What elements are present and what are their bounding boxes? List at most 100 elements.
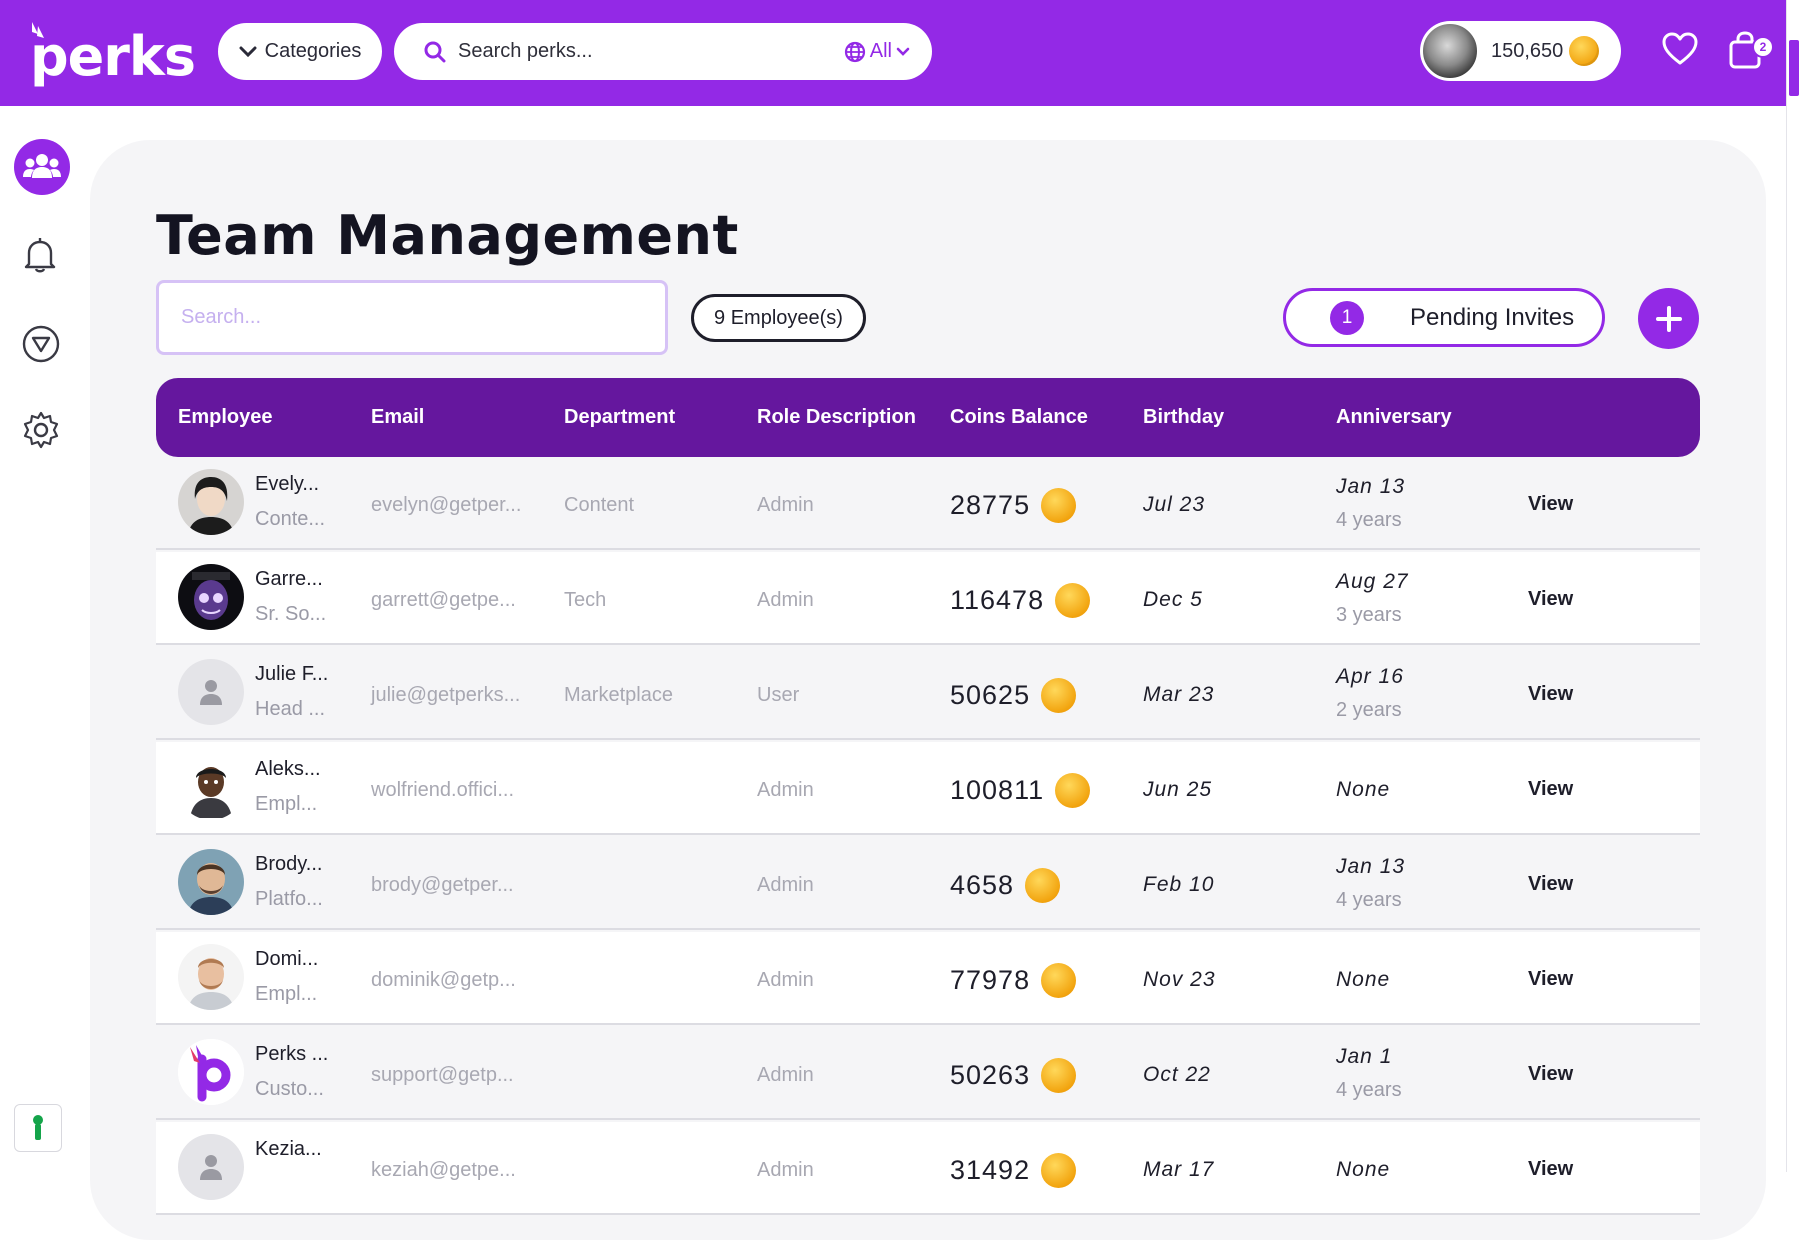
employee-name: Domi... <box>255 948 319 970</box>
help-widget-button[interactable] <box>14 1104 62 1152</box>
table-row[interactable]: Aleks... Empl... wolfriend.offici... Adm… <box>156 742 1700 835</box>
employee-department: Marketplace <box>564 684 673 706</box>
employee-coins: 77978 <box>950 963 1077 998</box>
view-employee-link[interactable]: View <box>1528 493 1574 515</box>
column-header-department[interactable]: Department <box>564 406 676 428</box>
employee-title: Conte... <box>255 508 326 530</box>
coin-icon <box>1041 1058 1077 1093</box>
sidebar-settings-button[interactable] <box>21 410 61 455</box>
table-row[interactable]: Brody... Platfo... brody@getper... Admin… <box>156 837 1700 930</box>
table-row[interactable]: Perks ... Custo... support@getp... Admin… <box>156 1027 1700 1120</box>
view-employee-link[interactable]: View <box>1528 588 1574 610</box>
sidebar-team-button[interactable] <box>14 139 70 195</box>
coins-value: 4658 <box>950 870 1015 900</box>
coin-icon <box>1041 678 1077 713</box>
employee-avatar <box>178 849 244 915</box>
coin-icon <box>1041 963 1077 998</box>
sidebar-notifications-button[interactable] <box>22 236 58 279</box>
employee-avatar <box>178 754 244 820</box>
employee-name: Evely... <box>255 473 320 495</box>
view-employee-link[interactable]: View <box>1528 778 1574 800</box>
employee-avatar <box>178 944 244 1010</box>
table-row[interactable]: Evely... Conte... evelyn@getper... Conte… <box>156 457 1700 550</box>
perks-logo-avatar <box>178 1039 244 1105</box>
add-employee-button[interactable] <box>1638 288 1699 349</box>
view-employee-link[interactable]: View <box>1528 1063 1574 1085</box>
employee-name: Aleks... <box>255 758 321 780</box>
view-employee-link[interactable]: View <box>1528 873 1574 895</box>
employee-name: Garre... <box>255 568 323 590</box>
employee-coins: 4658 <box>950 868 1061 903</box>
column-header-employee[interactable]: Employee <box>178 406 273 428</box>
employee-email: garrett@getpe... <box>371 589 516 611</box>
employee-anniversary: Jan 13 <box>1336 855 1406 878</box>
coins-value: 100811 <box>950 775 1045 805</box>
categories-chevron-icon <box>239 46 257 57</box>
sidebar-filter-button[interactable] <box>21 324 61 369</box>
perks-search-bar[interactable]: Search perks... All <box>394 23 932 80</box>
employee-anniversary: None <box>1336 778 1391 801</box>
gear-icon <box>23 411 59 449</box>
table-row[interactable]: Domi... Empl... dominik@getp... Admin 77… <box>156 932 1700 1025</box>
employee-email: evelyn@getper... <box>371 494 522 516</box>
employee-coins: 50263 <box>950 1058 1077 1093</box>
employee-name: Perks ... <box>255 1043 329 1065</box>
coins-value: 77978 <box>950 965 1031 995</box>
pending-invites-button[interactable]: 1 Pending Invites <box>1283 288 1605 347</box>
employee-role: Admin <box>757 494 814 516</box>
coins-value: 28775 <box>950 490 1031 520</box>
heart-icon <box>1662 32 1698 65</box>
perks-logo[interactable]: perks <box>30 18 196 88</box>
employee-count-badge: 9 Employee(s) <box>691 294 866 342</box>
pending-invites-count: 1 <box>1330 300 1364 335</box>
page-title: Team Management <box>156 204 739 267</box>
coin-icon <box>1569 36 1600 66</box>
employee-anniversary: Jan 13 <box>1336 475 1406 498</box>
employee-avatar <box>178 564 244 630</box>
view-employee-link[interactable]: View <box>1528 1158 1574 1180</box>
employee-title: Empl... <box>255 793 318 815</box>
coin-icon <box>1055 583 1091 618</box>
employee-tenure: 4 years <box>1336 1079 1402 1101</box>
view-employee-link[interactable]: View <box>1528 968 1574 990</box>
table-row[interactable]: Kezia... keziah@getpe... Admin 31492 Mar… <box>156 1122 1700 1215</box>
employee-role: Admin <box>757 779 814 801</box>
wallet-balance-pill[interactable]: 150,650 <box>1420 21 1621 81</box>
top-navigation-bar: perks Categories Search perks... All 150… <box>0 0 1786 106</box>
bell-icon <box>24 238 56 273</box>
employee-coins: 100811 <box>950 773 1091 808</box>
categories-label: Categories <box>264 40 362 62</box>
table-row[interactable]: Julie F... Head ... julie@getperks... Ma… <box>156 647 1700 740</box>
employee-coins: 116478 <box>950 583 1091 618</box>
view-employee-link[interactable]: View <box>1528 683 1574 705</box>
employee-role: Admin <box>757 874 814 896</box>
employee-birthday: Feb 10 <box>1143 873 1215 896</box>
employee-email: dominik@getp... <box>371 969 516 991</box>
column-header-coins[interactable]: Coins Balance <box>950 406 1088 428</box>
user-avatar[interactable] <box>1421 22 1479 80</box>
coins-value: 50625 <box>950 680 1031 710</box>
employee-tenure: 4 years <box>1336 889 1402 911</box>
table-row[interactable]: Garre... Sr. So... garrett@getpe... Tech… <box>156 552 1700 645</box>
employee-birthday: Jul 23 <box>1143 493 1206 516</box>
employee-birthday: Jun 25 <box>1143 778 1213 801</box>
default-avatar-icon <box>178 659 244 725</box>
employee-birthday: Mar 23 <box>1143 683 1215 706</box>
favorites-button[interactable] <box>1662 32 1698 71</box>
column-header-birthday[interactable]: Birthday <box>1143 406 1225 428</box>
column-header-email[interactable]: Email <box>371 406 425 428</box>
employee-title: Custo... <box>255 1078 324 1100</box>
coin-icon <box>1025 868 1061 903</box>
employee-role: Admin <box>757 1159 814 1181</box>
employee-birthday: Mar 17 <box>1143 1158 1215 1181</box>
column-header-role[interactable]: Role Description <box>757 406 916 428</box>
employee-email: brody@getper... <box>371 874 514 896</box>
employee-avatar <box>178 469 244 535</box>
employee-anniversary: Aug 27 <box>1336 570 1409 593</box>
pending-invites-label: Pending Invites <box>1410 303 1575 331</box>
team-icon <box>23 154 61 178</box>
employee-search-input[interactable] <box>156 280 668 355</box>
search-scope-dropdown[interactable]: All <box>844 40 910 63</box>
categories-button[interactable]: Categories <box>218 23 382 80</box>
column-header-anniversary[interactable]: Anniversary <box>1336 406 1452 428</box>
